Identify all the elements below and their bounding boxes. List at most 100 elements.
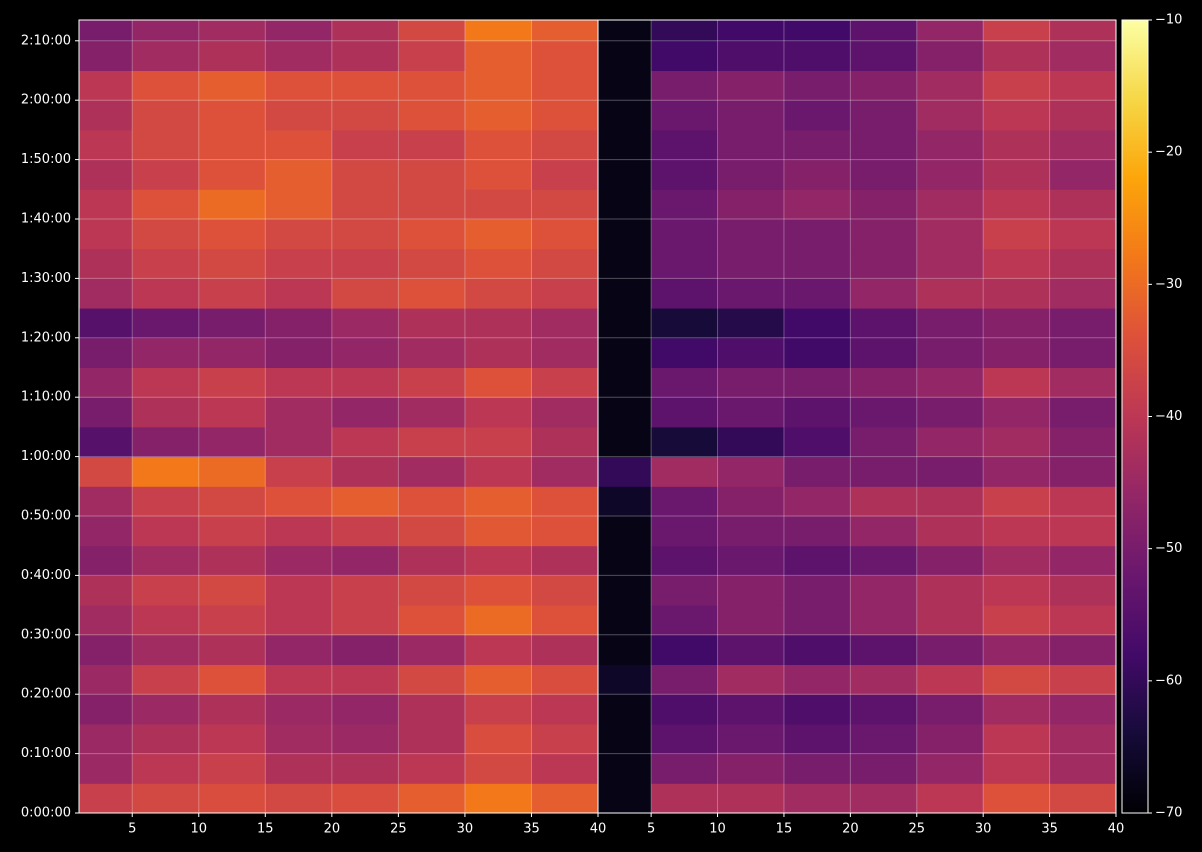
cell <box>850 397 918 428</box>
cell <box>916 100 984 131</box>
cell <box>79 189 133 220</box>
cell <box>1049 783 1116 813</box>
cell <box>79 575 133 606</box>
cell <box>1049 753 1116 784</box>
cell <box>717 545 785 576</box>
cell <box>398 575 466 606</box>
cell <box>598 159 652 190</box>
cell <box>464 783 532 813</box>
cell <box>783 664 851 695</box>
x-tick-label: 40 <box>590 822 607 837</box>
cell <box>717 694 785 725</box>
cell <box>198 545 266 576</box>
cell <box>783 248 851 279</box>
cell <box>398 100 466 131</box>
cell <box>79 456 133 487</box>
cell <box>717 129 785 161</box>
cell <box>198 397 266 428</box>
cell <box>331 159 399 190</box>
cell <box>265 694 333 725</box>
cell <box>1049 278 1116 309</box>
cell <box>983 248 1051 279</box>
cell <box>132 426 200 458</box>
x-tick-label: 30 <box>975 822 992 837</box>
cell <box>983 694 1051 725</box>
cell <box>198 248 266 279</box>
cell <box>1049 723 1116 755</box>
cell <box>464 367 532 398</box>
cell <box>132 783 200 813</box>
cell <box>198 367 266 398</box>
cell <box>916 694 984 725</box>
cell <box>783 783 851 813</box>
y-tick-label: 2:10:00 <box>21 33 71 48</box>
cell <box>531 723 598 755</box>
cell <box>398 545 466 576</box>
cell <box>265 337 333 368</box>
cell <box>1049 100 1116 131</box>
cell <box>983 100 1051 131</box>
cell <box>717 218 785 250</box>
cell <box>983 426 1051 458</box>
cell <box>983 337 1051 368</box>
cell <box>464 605 532 636</box>
cell <box>198 189 266 220</box>
cell <box>916 248 984 279</box>
cell <box>983 486 1051 517</box>
cell <box>331 308 399 339</box>
cell <box>531 397 598 428</box>
cell <box>464 575 532 606</box>
cell <box>531 218 598 250</box>
cell <box>717 278 785 309</box>
y-tick-label: 1:40:00 <box>21 211 71 226</box>
cell <box>464 397 532 428</box>
cell <box>983 664 1051 695</box>
cell <box>783 456 851 487</box>
cell <box>598 694 652 725</box>
cell <box>464 248 532 279</box>
cell <box>198 100 266 131</box>
cell <box>651 515 719 547</box>
cell <box>79 753 133 784</box>
cell <box>1049 159 1116 190</box>
cell <box>783 189 851 220</box>
cell <box>651 20 719 42</box>
cell <box>850 456 918 487</box>
cell <box>132 515 200 547</box>
cell <box>983 278 1051 309</box>
cell <box>398 634 466 665</box>
cell <box>717 367 785 398</box>
cell <box>132 753 200 784</box>
cell <box>198 605 266 636</box>
cell <box>398 753 466 784</box>
cell <box>79 397 133 428</box>
x-tick-label: 10 <box>190 822 207 837</box>
cell <box>331 278 399 309</box>
cell <box>398 723 466 755</box>
cell <box>398 605 466 636</box>
cell <box>598 545 652 576</box>
cell <box>132 308 200 339</box>
cell <box>331 783 399 813</box>
cell <box>651 694 719 725</box>
cell <box>983 575 1051 606</box>
cell <box>850 218 918 250</box>
cell <box>531 367 598 398</box>
cell <box>783 575 851 606</box>
cell <box>132 337 200 368</box>
cell <box>717 753 785 784</box>
cell <box>265 515 333 547</box>
cell <box>331 605 399 636</box>
cell <box>198 664 266 695</box>
cell <box>598 70 652 101</box>
cell <box>265 100 333 131</box>
x-tick-label: 25 <box>908 822 925 837</box>
cell <box>331 218 399 250</box>
colorbar-tick-label: −10 <box>1155 13 1182 28</box>
cell <box>1049 218 1116 250</box>
cell <box>331 634 399 665</box>
cell <box>983 397 1051 428</box>
cell <box>398 783 466 813</box>
cell <box>331 486 399 517</box>
cell <box>983 605 1051 636</box>
